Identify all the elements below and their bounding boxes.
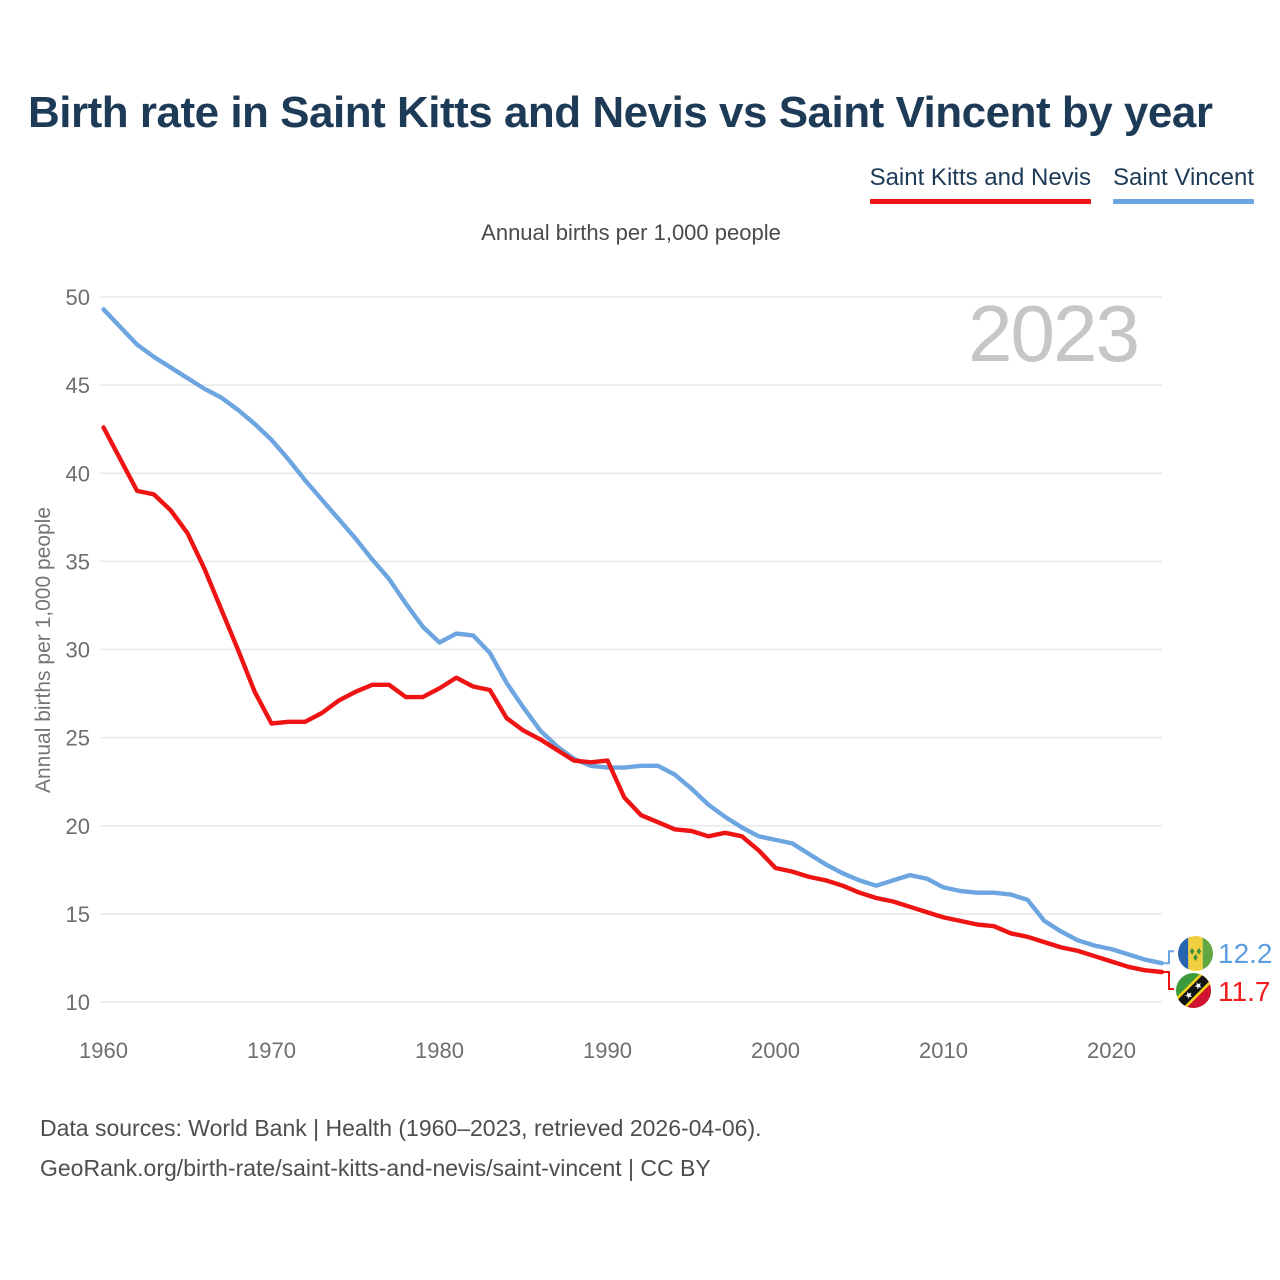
- y-tick-label: 45: [66, 373, 90, 398]
- legend: Saint Kitts and Nevis Saint Vincent: [869, 164, 1254, 204]
- x-tick-label: 1990: [583, 1038, 632, 1063]
- legend-item-saint-kitts-and-nevis[interactable]: Saint Kitts and Nevis: [869, 164, 1091, 204]
- legend-label: Saint Vincent: [1113, 164, 1254, 191]
- data-sources-line: Data sources: World Bank | Health (1960–…: [40, 1115, 762, 1141]
- x-tick-label: 1980: [415, 1038, 464, 1063]
- legend-item-saint-vincent[interactable]: Saint Vincent: [1113, 164, 1254, 204]
- y-tick-label: 50: [66, 285, 90, 310]
- y-tick-label: 30: [66, 638, 90, 663]
- x-tick-label: 1970: [247, 1038, 296, 1063]
- page-title: Birth rate in Saint Kitts and Nevis vs S…: [28, 88, 1213, 137]
- y-tick-label: 25: [66, 726, 90, 751]
- legend-underline-blue: [1113, 199, 1254, 204]
- x-tick-label: 1960: [79, 1038, 128, 1063]
- series-line-saint-kitts-and-nevis: [101, 425, 1165, 975]
- attribution-line: GeoRank.org/birth-rate/saint-kitts-and-n…: [40, 1155, 711, 1181]
- x-tick-label: 2000: [751, 1038, 800, 1063]
- footer: Data sources: World Bank | Health (1960–…: [40, 1108, 762, 1188]
- y-tick-label: 10: [66, 990, 90, 1015]
- end-label-connector-saint-vincent: [1163, 950, 1174, 965]
- legend-underline-red: [869, 199, 1091, 204]
- saint-kitts-and-nevis-flag-icon: [1176, 973, 1211, 1008]
- end-value-saint-kitts-and-nevis: 11.7: [1218, 976, 1271, 1007]
- y-tick-label: 20: [66, 814, 90, 839]
- legend-label: Saint Kitts and Nevis: [869, 164, 1091, 191]
- end-value-saint-vincent: 12.2: [1218, 938, 1273, 969]
- saint-vincent-flag-icon: [1178, 936, 1213, 971]
- series-line-saint-vincent: [101, 307, 1165, 966]
- y-tick-label: 35: [66, 549, 90, 574]
- watermark-year: 2023: [968, 289, 1140, 378]
- y-tick-label: 40: [66, 461, 90, 486]
- end-label-connector-saint-kitts-and-nevis: [1163, 971, 1174, 990]
- chart-subtitle: Annual births per 1,000 people: [481, 220, 781, 245]
- x-tick-label: 2010: [919, 1038, 968, 1063]
- y-tick-label: 15: [66, 902, 90, 927]
- x-tick-label: 2020: [1087, 1038, 1136, 1063]
